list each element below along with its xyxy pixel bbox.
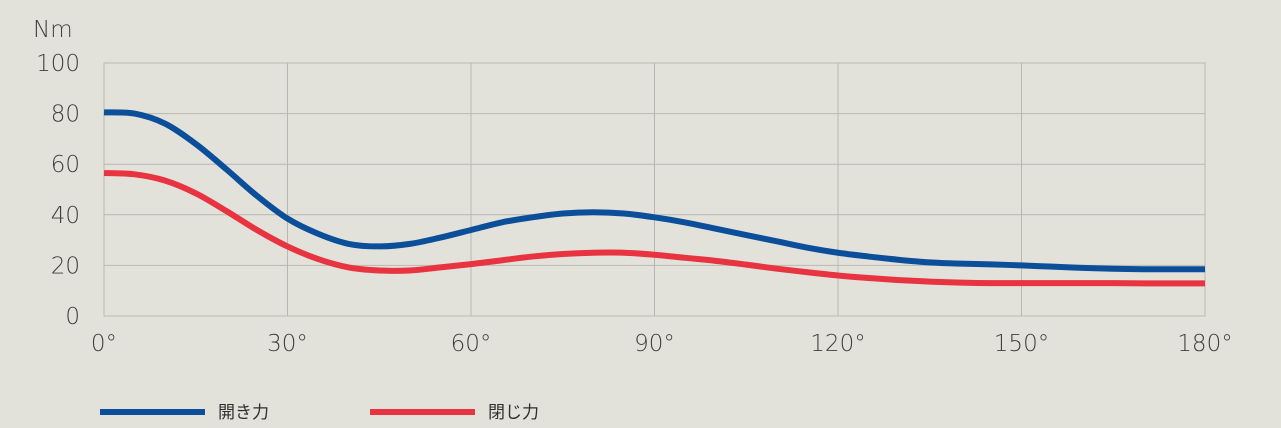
x-tick-label: 150° bbox=[994, 331, 1049, 357]
y-tick-label: 100 bbox=[36, 51, 80, 77]
series-line-opening-force bbox=[103, 109, 1205, 273]
series-lines bbox=[103, 109, 1205, 287]
y-axis-unit-label: Nm bbox=[33, 17, 73, 43]
series-line-closing-force bbox=[103, 170, 1205, 287]
y-tick-label: 80 bbox=[51, 102, 80, 128]
legend: 開き力 閉じ力 bbox=[100, 403, 539, 423]
y-tick-label: 40 bbox=[51, 203, 80, 229]
x-tick-label: 60° bbox=[451, 331, 492, 357]
x-tick-label: 30° bbox=[267, 331, 308, 357]
legend-label: 閉じ力 bbox=[488, 403, 539, 423]
y-tick-label: 0 bbox=[65, 304, 80, 330]
legend-label: 開き力 bbox=[218, 403, 269, 423]
x-tick-label: 0° bbox=[91, 331, 117, 357]
y-tick-label: 60 bbox=[51, 152, 80, 178]
x-tick-label: 90° bbox=[634, 331, 675, 357]
grid-lines bbox=[103, 62, 1206, 317]
y-tick-label: 20 bbox=[51, 253, 80, 279]
x-tick-label: 180° bbox=[1177, 331, 1232, 357]
axis-labels: Nm 0° 30° 60° 90° 120° 150° 180° 0 20 40 60 80 100 bbox=[33, 17, 1233, 357]
x-tick-label: 120° bbox=[810, 331, 865, 357]
